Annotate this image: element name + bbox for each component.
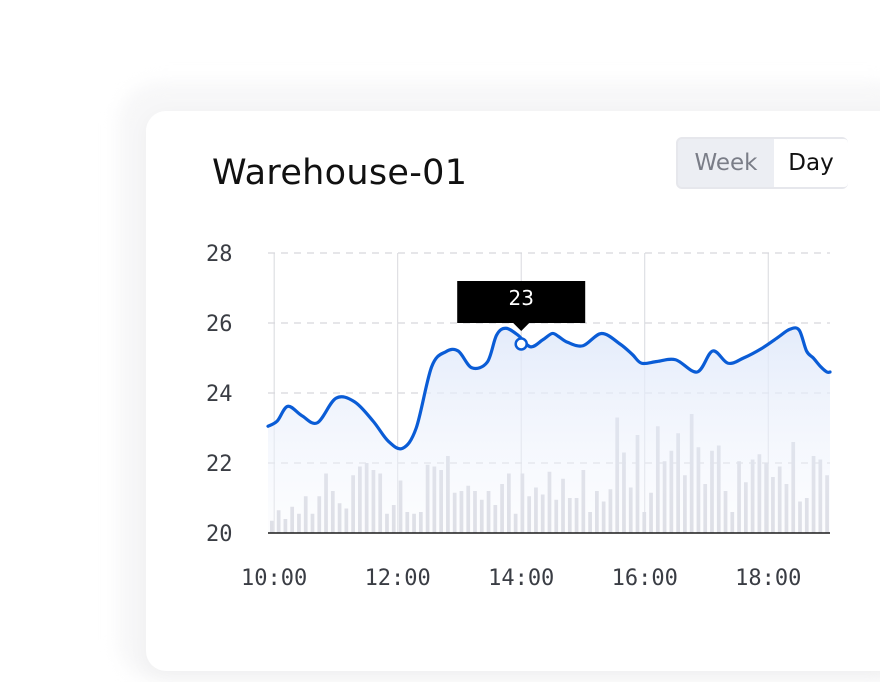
- x-tick-label: 10:00: [241, 566, 307, 591]
- y-tick-label: 28: [206, 242, 233, 267]
- area-path: [268, 327, 830, 533]
- week-option[interactable]: Week: [694, 150, 758, 176]
- tooltip-box: [457, 281, 586, 323]
- series-line: [266, 326, 832, 451]
- axes: 20 22 24 26 28 10:00 12:00 14:00 16:00 18:00: [206, 242, 830, 591]
- highlight-point: [514, 337, 528, 351]
- x-tick-label: 16:00: [612, 566, 678, 591]
- y-tick-label: 26: [206, 312, 233, 337]
- day-option[interactable]: Day: [774, 139, 848, 187]
- y-tick-label: 24: [206, 382, 233, 407]
- y-tick-label: 22: [206, 452, 233, 477]
- tooltip-value: 23: [508, 286, 533, 310]
- x-tick-label: 18:00: [735, 566, 801, 591]
- line-series: [266, 326, 832, 451]
- chart-title: Warehouse-01: [212, 153, 468, 193]
- tooltip: 23: [457, 281, 586, 351]
- x-tick-label: 14:00: [488, 566, 554, 591]
- y-tick-label: 20: [206, 522, 233, 547]
- x-tick-label: 12:00: [365, 566, 431, 591]
- tooltip-arrow: [513, 323, 530, 331]
- area-fill: [268, 327, 830, 533]
- line-chart: 20 22 24 26 28 10:00 12:00 14:00 16:00 18:00 23: [206, 242, 832, 591]
- range-toggle[interactable]: Week Day: [676, 137, 848, 189]
